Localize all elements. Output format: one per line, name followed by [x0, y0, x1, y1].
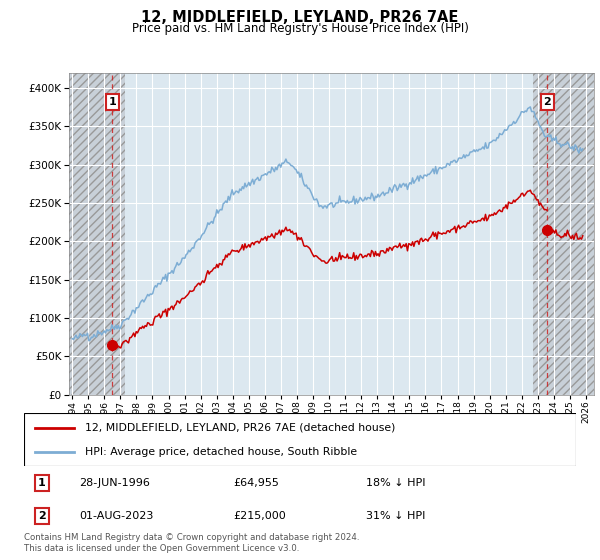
Text: 12, MIDDLEFIELD, LEYLAND, PR26 7AE (detached house): 12, MIDDLEFIELD, LEYLAND, PR26 7AE (deta…: [85, 423, 395, 433]
Text: HPI: Average price, detached house, South Ribble: HPI: Average price, detached house, Sout…: [85, 447, 357, 457]
Text: 2: 2: [544, 97, 551, 107]
Text: 01-AUG-2023: 01-AUG-2023: [79, 511, 154, 521]
Bar: [533, 73, 594, 395]
Text: Price paid vs. HM Land Registry's House Price Index (HPI): Price paid vs. HM Land Registry's House …: [131, 22, 469, 35]
Text: Contains HM Land Registry data © Crown copyright and database right 2024.
This d: Contains HM Land Registry data © Crown c…: [24, 533, 359, 553]
Text: 12, MIDDLEFIELD, LEYLAND, PR26 7AE: 12, MIDDLEFIELD, LEYLAND, PR26 7AE: [142, 10, 458, 25]
Bar: [69, 73, 125, 395]
Text: £64,955: £64,955: [234, 478, 280, 488]
Text: 2: 2: [38, 511, 46, 521]
Text: 18% ↓ HPI: 18% ↓ HPI: [366, 478, 426, 488]
Text: 1: 1: [38, 478, 46, 488]
Text: £215,000: £215,000: [234, 511, 287, 521]
Text: 28-JUN-1996: 28-JUN-1996: [79, 478, 150, 488]
Text: 1: 1: [109, 97, 116, 107]
Text: 31% ↓ HPI: 31% ↓ HPI: [366, 511, 425, 521]
